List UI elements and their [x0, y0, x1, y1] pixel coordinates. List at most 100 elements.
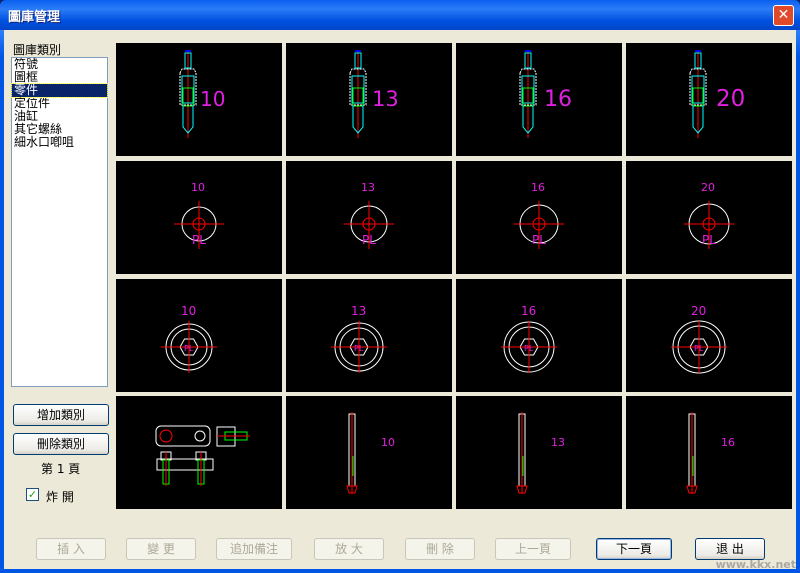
drawing-canvas: 10 PL	[174, 181, 224, 249]
spring	[352, 87, 364, 107]
body	[349, 68, 367, 106]
delete-category-button[interactable]: 刪除類別	[13, 433, 109, 455]
size-label: 10	[381, 436, 395, 449]
spring	[522, 87, 534, 107]
watermark: www.kkx.net	[715, 558, 796, 571]
pl-tag: PL	[192, 233, 206, 247]
drawing-canvas: 20	[689, 50, 745, 138]
category-item[interactable]: 定位件	[14, 96, 51, 110]
size-label: 13	[351, 304, 366, 318]
pl-tag: PL	[354, 344, 364, 353]
category-item[interactable]: 圖框	[14, 70, 39, 84]
drawing-canvas: 13	[516, 412, 565, 494]
base	[156, 458, 214, 471]
category-item[interactable]: 細水口喞咀	[14, 135, 75, 149]
pl-tag: PL	[362, 233, 376, 247]
pin-tip	[686, 485, 698, 494]
drawing-thumbnail-side[interactable]: 20	[626, 43, 792, 156]
stem	[524, 52, 532, 69]
drawing-thumbnail-pin[interactable]: 13	[456, 396, 622, 509]
size-label: 10	[200, 87, 225, 111]
drawing-canvas: 20 PL	[684, 181, 734, 249]
close-icon: ✕	[777, 7, 790, 23]
size-label: 16	[721, 436, 735, 449]
next-page-button[interactable]: 下一頁	[596, 538, 672, 560]
drawing-thumbnail-top[interactable]: 20 PL	[626, 161, 792, 274]
pl-tag: PL	[184, 344, 194, 353]
category-item[interactable]: 零件	[11, 83, 108, 98]
drawing-thumbnail-hex[interactable]: 13 PL	[286, 279, 452, 392]
drawing-thumbnail-top[interactable]: 10 PL	[116, 161, 282, 274]
drawing-canvas: 16	[519, 50, 572, 138]
delete-button[interactable]: 刪 除	[405, 538, 475, 560]
add-category-button[interactable]: 增加類別	[13, 404, 109, 426]
category-item[interactable]: 油缸	[14, 109, 39, 123]
drawing-thumbnail-side[interactable]: 10	[116, 43, 282, 156]
drawing-canvas: 10	[179, 50, 225, 138]
drawing-canvas: 20 PL	[671, 304, 727, 374]
checkmark-icon: ✓	[27, 488, 38, 501]
drawing-canvas	[155, 425, 250, 486]
modify-button[interactable]: 變 更	[126, 538, 196, 560]
page-indicator: 第 1 頁	[41, 462, 81, 476]
size-label: 16	[531, 181, 545, 194]
body	[519, 68, 537, 106]
size-label: 20	[691, 304, 706, 318]
inner	[521, 75, 535, 104]
drawing-canvas: 13 PL	[344, 181, 394, 249]
category-item[interactable]: 其它螺絲	[14, 122, 63, 136]
pl-tag: PL	[702, 233, 716, 247]
pin-tip	[516, 485, 528, 494]
size-label: 10	[191, 181, 205, 194]
size-label: 20	[701, 181, 715, 194]
close-button[interactable]: ✕	[773, 5, 794, 26]
explode-checkbox[interactable]: ✓	[26, 488, 39, 501]
drawing-thumbnail-top[interactable]: 13 PL	[286, 161, 452, 274]
category-list[interactable]: 符號 圖框 零件 定位件 油缸 其它螺絲 細水口喞咀	[11, 57, 108, 387]
drawing-canvas: 10 PL	[161, 304, 217, 373]
exit-button[interactable]: 退 出	[695, 538, 765, 560]
spring	[182, 87, 194, 107]
plate	[155, 425, 211, 447]
drawing-thumbnail-side[interactable]: 13	[286, 43, 452, 156]
size-label: 16	[521, 304, 536, 318]
add-note-button[interactable]: 追加備注	[216, 538, 292, 560]
body	[689, 68, 707, 106]
tip	[522, 105, 534, 134]
prev-page-button[interactable]: 上一頁	[495, 538, 571, 560]
stem	[184, 52, 192, 69]
drawing-canvas: 16 PL	[501, 304, 557, 373]
size-label: 13	[551, 436, 565, 449]
inner	[351, 75, 365, 104]
drawing-thumbnail-pin[interactable]: 10	[286, 396, 452, 509]
size-label: 10	[181, 304, 196, 318]
explode-label: 炸 開	[46, 490, 74, 504]
insert-button[interactable]: 插 入	[36, 538, 106, 560]
inner	[691, 75, 705, 104]
drawing-thumbnail-assembly[interactable]	[116, 396, 282, 509]
size-label: 13	[361, 181, 375, 194]
drawing-thumbnail-hex[interactable]: 10 PL	[116, 279, 282, 392]
category-label: 圖庫類別	[13, 43, 62, 57]
tip	[692, 105, 704, 134]
hole-left	[159, 429, 173, 443]
pl-tag: PL	[524, 344, 534, 353]
drawing-thumbnail-top[interactable]: 16 PL	[456, 161, 622, 274]
drawing-thumbnail-hex[interactable]: 20 PL	[626, 279, 792, 392]
zoom-button[interactable]: 放 大	[314, 538, 384, 560]
pl-tag: PL	[532, 233, 546, 247]
pl-tag: PL	[694, 344, 704, 353]
pin-tip	[346, 485, 358, 494]
size-label: 13	[372, 87, 399, 111]
category-item[interactable]: 符號	[14, 57, 39, 71]
client-area: 圖庫類別 符號 圖框 零件 定位件 油缸 其它螺絲 細水口喞咀 增加類別 刪除類別 第 1 …	[4, 30, 796, 569]
drawing-thumbnail-hex[interactable]: 16 PL	[456, 279, 622, 392]
drawing-thumbnail-pin[interactable]: 16	[626, 396, 792, 509]
size-label: 16	[544, 87, 572, 112]
title-bar[interactable]: 圖庫管理 ✕	[0, 0, 800, 30]
drawing-thumbnail-side[interactable]: 16	[456, 43, 622, 156]
hole-right	[194, 430, 206, 442]
stem	[354, 52, 362, 69]
drawing-canvas: 13 PL	[331, 304, 387, 373]
